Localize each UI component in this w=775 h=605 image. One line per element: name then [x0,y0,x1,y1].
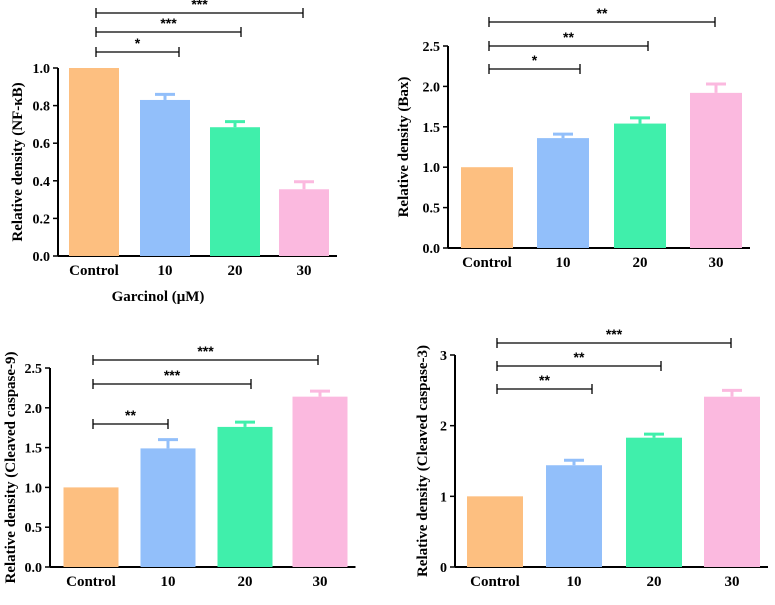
bar-30 [292,396,348,567]
x-tick-label: 20 [228,263,243,279]
y-tick-label: 1 [440,490,447,505]
x-tick-label: 10 [556,255,571,271]
y-axis-title: Relative density (NF-κB) [10,82,26,241]
y-tick-label: 0.0 [33,250,51,265]
significance-label: * [532,52,538,68]
bar-10 [140,99,190,257]
y-tick-label: 0.6 [33,137,51,152]
bar-20 [614,123,666,248]
chart-panel-top-right: 0.0 0.5 1.0 1.5 2.0 2.5 Relative density (Bax)… [396,5,750,271]
x-tick-label: 10 [158,263,173,279]
y-tick-label: 1.0 [423,161,441,176]
y-axis-title: Relative density (Cleaved caspase-9) [3,351,19,583]
bar-control [467,496,523,567]
y-tick-label: 2.5 [25,362,43,377]
significance-label: ** [563,29,574,45]
x-tick-label: 10 [161,574,176,590]
significance-label: ** [597,5,608,21]
bar-10 [546,465,602,567]
chart-panel-bottom-left: 0.0 0.5 1.0 1.5 2.0 2.5 Relative density (Clea… [3,343,356,590]
y-tick-label: 0.4 [33,175,51,190]
x-axis-title-garcinol: Garcinol (μM) [112,289,205,305]
y-tick-label: 0.5 [423,202,441,217]
x-tick-label: Control [66,574,116,590]
y-tick-label: 1.0 [33,62,51,77]
x-tick-label: 10 [567,574,582,590]
bar-30 [279,189,329,256]
significance-label: *** [164,367,181,383]
x-tick-label: Control [69,263,119,279]
x-tick-label: 30 [725,574,740,590]
x-tick-label: 30 [313,574,328,590]
bar-20 [217,426,273,567]
y-tick-label: 2 [440,420,447,435]
x-tick-label: Control [470,574,520,590]
significance-label: *** [160,15,177,31]
chart-panel-bottom-right: 0 1 2 3 Relative density (Cleaved caspase-3)… [415,326,768,590]
x-tick-label: 30 [709,255,724,271]
bar-20 [210,127,260,256]
y-axis-title: Relative density (Cleaved caspase-3) [415,345,431,577]
bar-20 [626,437,682,567]
significance-label: *** [197,343,214,359]
significance-label: ** [125,407,136,423]
y-tick-label: 0.2 [33,212,51,227]
y-axis-title: Relative density (Bax) [396,77,412,218]
y-tick-label: 0.8 [33,100,51,115]
significance-label: *** [606,326,623,342]
y-tick-label: 2.5 [423,40,441,55]
significance-label: * [135,35,141,51]
y-tick-label: 2.0 [423,80,441,95]
y-tick-label: 1.5 [423,121,441,136]
y-tick-label: 0.5 [25,521,43,536]
y-tick-label: 1.0 [25,481,43,496]
y-tick-label: 2.0 [25,402,43,417]
y-tick-label: 3 [440,349,447,364]
bar-control [461,167,513,248]
significance-label: *** [191,0,208,12]
bar-10 [537,138,589,248]
y-tick-label: 0.0 [423,242,441,257]
bar-10 [140,448,196,567]
significance-label: ** [574,349,585,365]
significance-label: ** [539,372,550,388]
bar-control [63,487,119,567]
y-tick-label: 0.0 [25,561,43,576]
bar-30 [704,396,760,567]
x-tick-label: Control [462,255,512,271]
x-tick-label: 30 [297,263,312,279]
bar-30 [690,92,742,248]
chart-panel-top-left: 0.0 0.2 0.4 0.6 0.8 1.0 Relative density (NF-κ… [10,0,337,279]
x-tick-label: 20 [633,255,648,271]
bar-control [69,68,119,256]
x-tick-label: 20 [647,574,662,590]
x-tick-label: 20 [238,574,253,590]
y-tick-label: 0 [440,561,447,576]
y-tick-label: 1.5 [25,442,43,457]
